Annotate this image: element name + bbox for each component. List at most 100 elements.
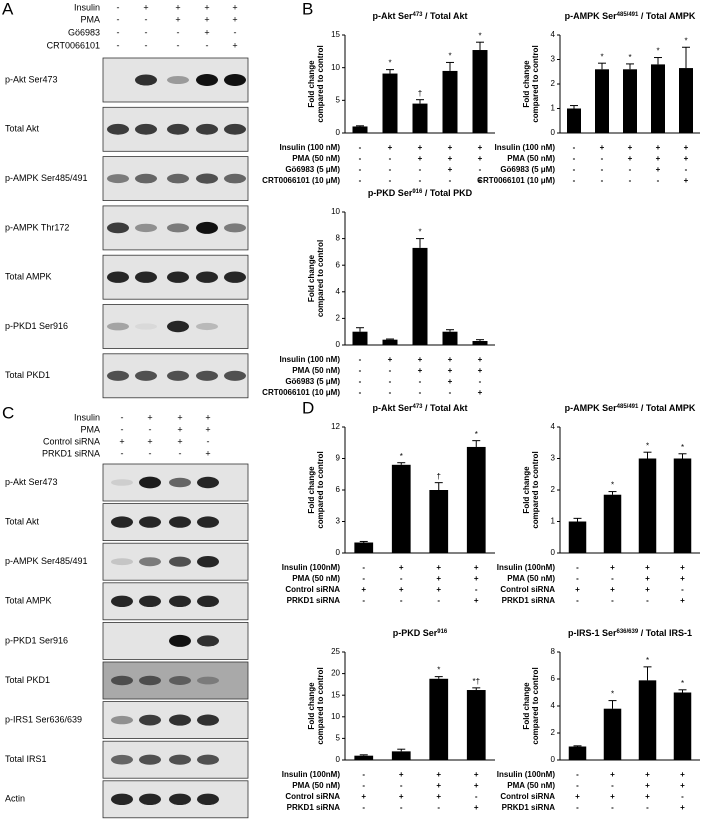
band (196, 173, 218, 184)
y-axis-label: compared to control (531, 451, 540, 528)
error-bar (643, 451, 652, 459)
chart-title: p-PKD Ser916 / Total PKD (368, 188, 473, 198)
condition-sign: + (232, 2, 237, 12)
significance-mark: * (611, 481, 614, 490)
condition-sign: - (685, 165, 688, 174)
band (197, 556, 219, 568)
error-bar (570, 105, 578, 109)
band (135, 123, 157, 135)
condition-label: Insulin (100nM) (282, 563, 341, 572)
blot (102, 57, 249, 103)
y-axis-label: compared to control (531, 667, 540, 744)
condition-sign: - (359, 355, 362, 364)
condition-label: PMA (50 nM) (292, 781, 340, 790)
error-bar (476, 339, 484, 342)
condition-label: PMA (50 nM) (292, 574, 340, 583)
y-tick-label: 15 (331, 30, 340, 39)
title-part: 485/491 (617, 404, 639, 410)
blot-label: p-AMPK Ser485/491 (5, 556, 88, 566)
condition-sign: + (204, 14, 209, 24)
band (224, 223, 246, 233)
significance-mark: * (475, 430, 478, 439)
bar (442, 331, 458, 345)
condition-sign: + (645, 585, 650, 594)
blot-label: p-Akt Ser473 (5, 74, 58, 84)
error-bar (356, 327, 364, 332)
band (169, 793, 191, 805)
band (167, 123, 189, 135)
condition-sign: - (576, 781, 579, 790)
condition-sign: + (474, 596, 479, 605)
y-axis-label: Fold change (307, 60, 316, 108)
condition-sign: + (436, 585, 441, 594)
band (111, 558, 133, 566)
condition-sign: + (448, 366, 453, 375)
y-tick-label: 0 (336, 755, 341, 764)
condition-sign: + (119, 436, 124, 446)
condition-sign: - (479, 165, 482, 174)
title-part: p-AMPK Ser (565, 11, 618, 21)
blot-label: Total Akt (5, 516, 40, 526)
error-bar (643, 666, 652, 681)
error-bar (446, 329, 454, 332)
error-bar (397, 462, 406, 465)
error-bar (359, 754, 368, 756)
condition-label: Control siRNA (285, 792, 340, 801)
band (135, 271, 157, 283)
band (167, 75, 189, 85)
condition-sign: - (419, 377, 422, 386)
blot-label: Total PKD1 (5, 675, 50, 685)
error-bar (476, 41, 484, 51)
y-tick-label: 12 (331, 422, 340, 431)
band (224, 123, 246, 135)
condition-sign: + (204, 27, 209, 37)
bar (429, 678, 449, 760)
condition-sign: + (448, 143, 453, 152)
condition-sign: - (601, 176, 604, 185)
condition-sign: - (359, 377, 362, 386)
condition-sign: + (205, 424, 210, 434)
condition-sign: - (419, 165, 422, 174)
condition-sign: + (680, 574, 685, 583)
bar (466, 446, 486, 553)
y-tick-label: 2 (551, 79, 556, 88)
bar (429, 490, 449, 553)
error-bar (446, 61, 454, 71)
bar (352, 126, 368, 133)
condition-label: Insulin (100 nM) (280, 143, 341, 152)
bar (603, 708, 622, 760)
condition-sign: + (448, 377, 453, 386)
title-part: / Total PKD (422, 188, 472, 198)
band (196, 74, 218, 86)
condition-sign: - (149, 424, 152, 434)
band (169, 714, 191, 726)
condition-sign: - (179, 448, 182, 458)
condition-label: PMA (50 nM) (507, 154, 555, 163)
y-tick-label: 0 (551, 548, 556, 557)
panel-letter: B (302, 0, 313, 18)
bar (568, 521, 587, 553)
y-tick-label: 0 (336, 128, 341, 137)
error-bar (682, 46, 690, 69)
significance-mark: * (611, 690, 614, 699)
condition-sign: - (234, 27, 237, 37)
blot-label: p-Akt Ser473 (5, 477, 58, 487)
band (169, 595, 191, 607)
band (139, 476, 161, 489)
bar (595, 69, 609, 133)
y-tick-label: 4 (551, 701, 556, 710)
condition-sign: - (359, 388, 362, 397)
condition-sign: + (680, 596, 685, 605)
band (196, 370, 218, 381)
band (169, 516, 191, 528)
significance-mark: † (418, 89, 422, 98)
bar (568, 746, 587, 760)
bar (391, 464, 411, 553)
condition-sign: - (601, 165, 604, 174)
condition-sign: - (121, 412, 124, 422)
band (197, 595, 219, 607)
condition-sign: + (232, 40, 237, 50)
bar (472, 50, 488, 133)
band (139, 754, 161, 765)
band (111, 479, 133, 486)
